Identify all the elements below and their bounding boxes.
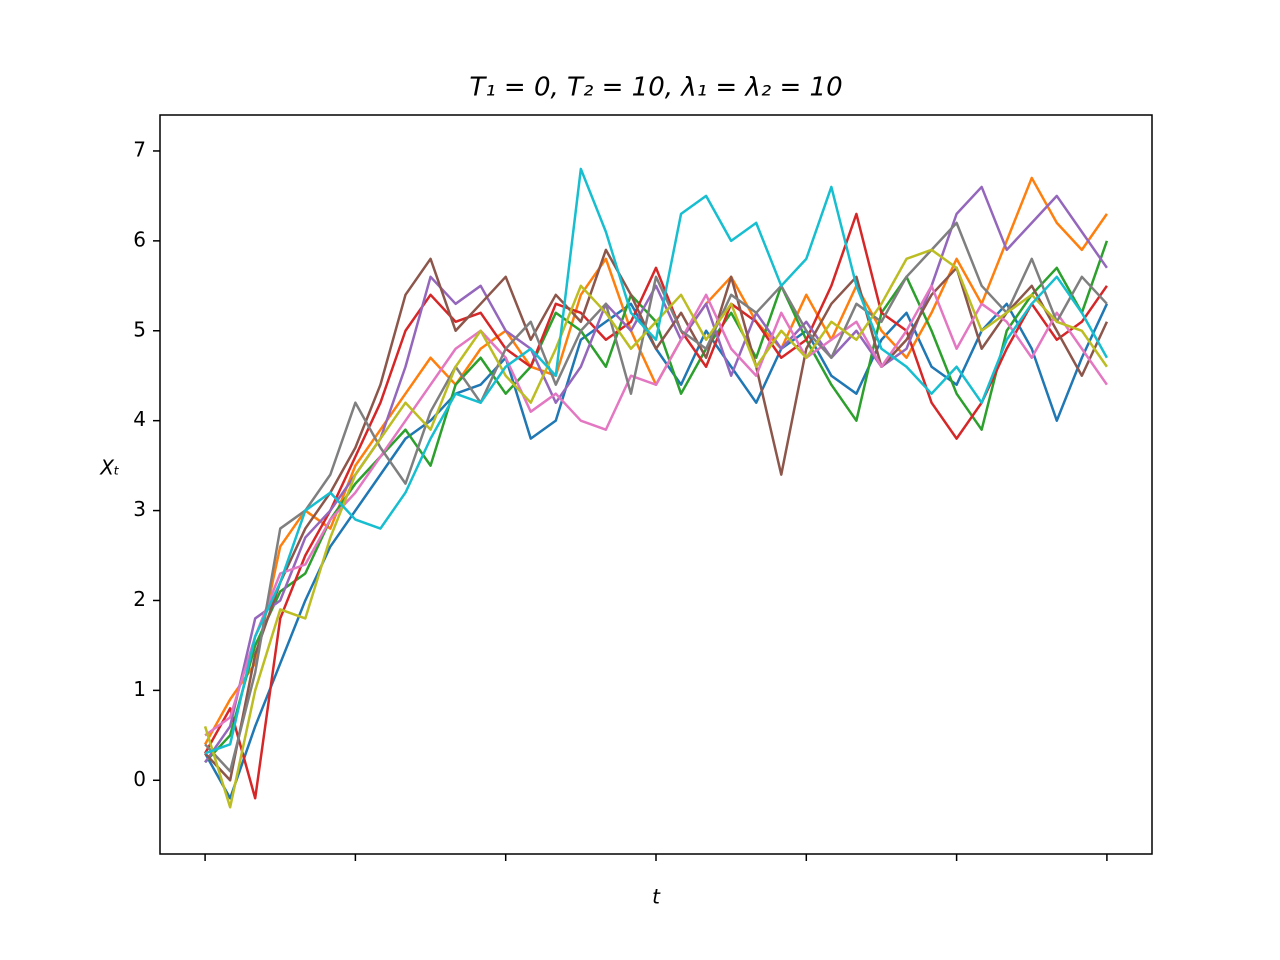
- x-axis-label: t: [652, 885, 661, 909]
- y-tick-label: 7: [133, 137, 146, 161]
- y-tick-label: 5: [133, 317, 146, 341]
- series-line: [204, 221, 1108, 773]
- y-tick-label: 3: [133, 497, 146, 521]
- y-tick-label: 6: [133, 227, 146, 251]
- series-line: [204, 167, 1109, 755]
- y-tick-label: 0: [133, 767, 146, 791]
- series-line: [203, 212, 1108, 800]
- y-tick-label: 1: [133, 677, 146, 701]
- y-tick-label: 4: [133, 407, 146, 431]
- series-line: [204, 284, 1108, 737]
- y-axis-label: Xₜ: [99, 456, 120, 480]
- series-line: [203, 248, 1108, 809]
- plot-frame: [159, 114, 1153, 855]
- y-tick-label: 2: [133, 587, 146, 611]
- chart-title: T₁ = 0, T₂ = 10, λ₁ = λ₂ = 10: [469, 73, 842, 103]
